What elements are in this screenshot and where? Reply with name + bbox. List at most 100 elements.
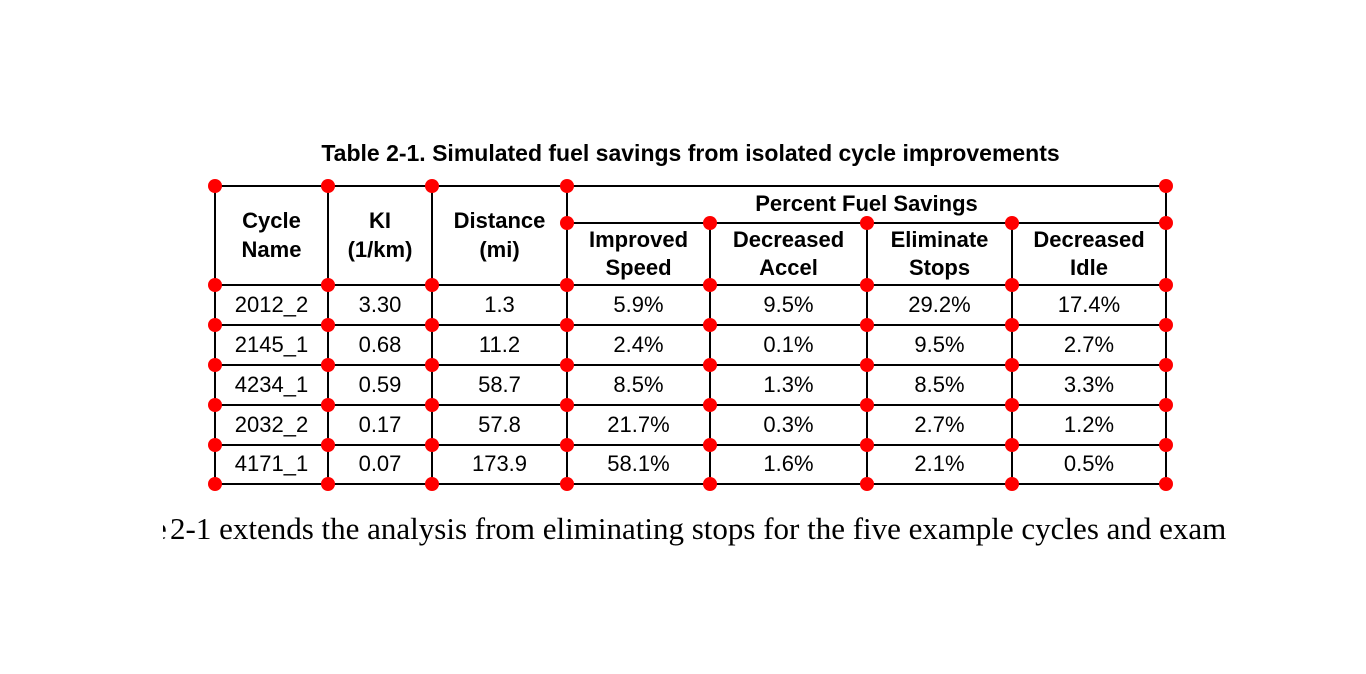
corner-dot: [1005, 398, 1019, 412]
table-cell: 5.9%: [568, 286, 711, 326]
table-cell: 0.17: [329, 406, 433, 446]
table-cell: 2032_2: [216, 406, 329, 446]
body-text-line: 2-1 extends the analysis from eliminatin…: [170, 511, 1227, 546]
corner-dot: [560, 438, 574, 452]
table-cell: 8.5%: [868, 366, 1013, 406]
header-decreased-accel: Decreased Accel: [711, 224, 868, 286]
table-cell: 1.2%: [1013, 406, 1167, 446]
corner-dot: [1159, 179, 1173, 193]
table-cell: 0.07: [329, 446, 433, 485]
header-improved-speed: Improved Speed: [568, 224, 711, 286]
corner-dot: [208, 477, 222, 491]
table-cell: 2.7%: [1013, 326, 1167, 366]
corner-dot: [703, 216, 717, 230]
table-cell: 1.6%: [711, 446, 868, 485]
table-cell: 4234_1: [216, 366, 329, 406]
corner-dot: [1159, 438, 1173, 452]
table-cell: 29.2%: [868, 286, 1013, 326]
corner-dot: [703, 438, 717, 452]
table-cell: 11.2: [433, 326, 568, 366]
corner-dot: [1005, 278, 1019, 292]
header-distance: Distance (mi): [433, 187, 568, 286]
table-cell: 17.4%: [1013, 286, 1167, 326]
corner-dot: [560, 179, 574, 193]
corner-dot: [208, 318, 222, 332]
corner-dot: [321, 318, 335, 332]
corner-dot: [321, 358, 335, 372]
header-ki: KI (1/km): [329, 187, 433, 286]
corner-dot: [1159, 477, 1173, 491]
corner-dot: [1005, 477, 1019, 491]
table-cell: 2.7%: [868, 406, 1013, 446]
table-cell: 9.5%: [711, 286, 868, 326]
fuel-savings-table: Cycle Name KI (1/km) Distance (mi) Perce…: [214, 185, 1167, 485]
corner-dot: [1005, 438, 1019, 452]
corner-dot: [703, 318, 717, 332]
corner-dot: [860, 278, 874, 292]
corner-dot: [860, 477, 874, 491]
table-cell: 0.68: [329, 326, 433, 366]
corner-dot: [860, 358, 874, 372]
corner-dot: [321, 398, 335, 412]
corner-dot: [208, 278, 222, 292]
corner-dot: [703, 477, 717, 491]
table-cell: 57.8: [433, 406, 568, 446]
corner-dot: [703, 398, 717, 412]
corner-dot: [321, 477, 335, 491]
table-cell: 0.3%: [711, 406, 868, 446]
corner-dot: [1159, 216, 1173, 230]
corner-dot: [208, 358, 222, 372]
corner-dot: [425, 477, 439, 491]
table-cell: 2145_1: [216, 326, 329, 366]
corner-dot: [425, 398, 439, 412]
corner-dot: [860, 318, 874, 332]
corner-dot: [1159, 318, 1173, 332]
corner-dot: [560, 398, 574, 412]
corner-dot: [208, 179, 222, 193]
table-cell: 0.1%: [711, 326, 868, 366]
corner-dot: [425, 278, 439, 292]
table-cell: 1.3: [433, 286, 568, 326]
table-cell: 3.3%: [1013, 366, 1167, 406]
table-cell: 3.30: [329, 286, 433, 326]
corner-dot: [425, 179, 439, 193]
corner-dot: [208, 398, 222, 412]
corner-dot: [1005, 358, 1019, 372]
table-cell: 2012_2: [216, 286, 329, 326]
corner-dot: [703, 358, 717, 372]
header-cycle-name: Cycle Name: [216, 187, 329, 286]
table-cell: 2.4%: [568, 326, 711, 366]
table-cell: 4171_1: [216, 446, 329, 485]
body-text: e2-1 extends the analysis from eliminati…: [163, 511, 1226, 547]
corner-dot: [560, 318, 574, 332]
corner-dot: [208, 438, 222, 452]
corner-dot: [560, 358, 574, 372]
corner-dot: [1159, 398, 1173, 412]
corner-dot: [860, 398, 874, 412]
corner-dot: [1159, 358, 1173, 372]
corner-dot: [860, 216, 874, 230]
corner-dot: [321, 438, 335, 452]
corner-dot: [560, 278, 574, 292]
table-cell: 173.9: [433, 446, 568, 485]
corner-dot: [560, 216, 574, 230]
corner-dot: [425, 438, 439, 452]
corner-dot: [703, 278, 717, 292]
header-eliminate-stops: Eliminate Stops: [868, 224, 1013, 286]
corner-dot: [425, 318, 439, 332]
corner-dot: [860, 438, 874, 452]
corner-dot: [1159, 278, 1173, 292]
header-decreased-idle: Decreased Idle: [1013, 224, 1167, 286]
table-cell: 9.5%: [868, 326, 1013, 366]
table-cell: 1.3%: [711, 366, 868, 406]
table-cell: 0.5%: [1013, 446, 1167, 485]
table-cell: 58.7: [433, 366, 568, 406]
corner-dot: [321, 278, 335, 292]
corner-dot: [425, 358, 439, 372]
corner-dot: [1005, 318, 1019, 332]
table-cell: 8.5%: [568, 366, 711, 406]
corner-dot: [1005, 216, 1019, 230]
table-cell: 21.7%: [568, 406, 711, 446]
table-cell: 58.1%: [568, 446, 711, 485]
corner-dot: [560, 477, 574, 491]
